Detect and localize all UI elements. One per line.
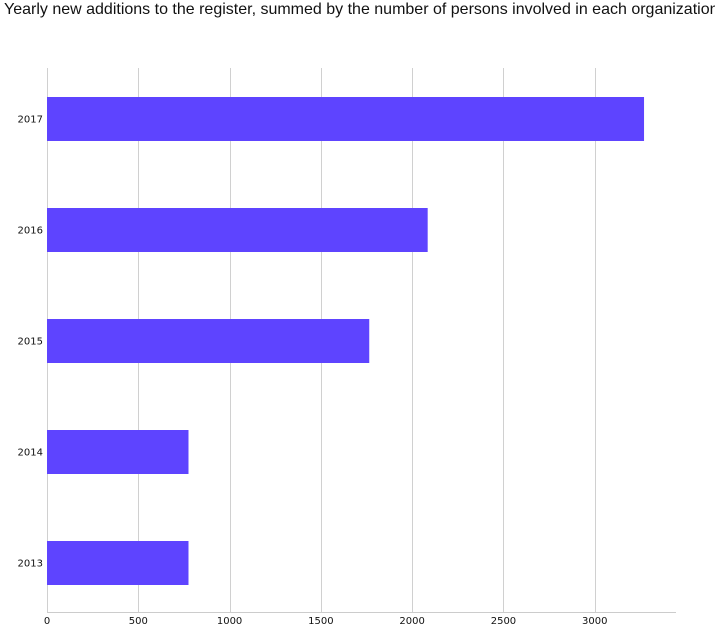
bars bbox=[47, 97, 645, 585]
x-tick-label-1000: 1000 bbox=[217, 616, 242, 625]
x-tick-label-500: 500 bbox=[129, 616, 148, 625]
bar-2015 bbox=[47, 319, 370, 363]
bar-2016 bbox=[47, 208, 428, 252]
y-category-label-2014: 2014 bbox=[18, 448, 43, 459]
bar-2014 bbox=[47, 430, 189, 474]
chart-title: Yearly new additions to the register, su… bbox=[4, 1, 715, 18]
y-category-label-2016: 2016 bbox=[18, 226, 43, 237]
category-labels: 2017 2016 2015 2014 2013 bbox=[18, 115, 43, 570]
x-tick-label-2000: 2000 bbox=[399, 616, 424, 625]
bar-2013 bbox=[47, 541, 189, 585]
x-tick-label-2500: 2500 bbox=[491, 616, 516, 625]
x-tick-label-1500: 1500 bbox=[308, 616, 333, 625]
y-category-label-2015: 2015 bbox=[18, 337, 43, 348]
x-axis: 0 500 1000 1500 2000 2500 3000 bbox=[44, 612, 676, 625]
y-category-label-2013: 2013 bbox=[18, 559, 43, 570]
bar-2017 bbox=[47, 97, 645, 141]
x-tick-label-0: 0 bbox=[44, 616, 50, 625]
y-category-label-2017: 2017 bbox=[18, 115, 43, 126]
x-tick-label-3000: 3000 bbox=[582, 616, 607, 625]
